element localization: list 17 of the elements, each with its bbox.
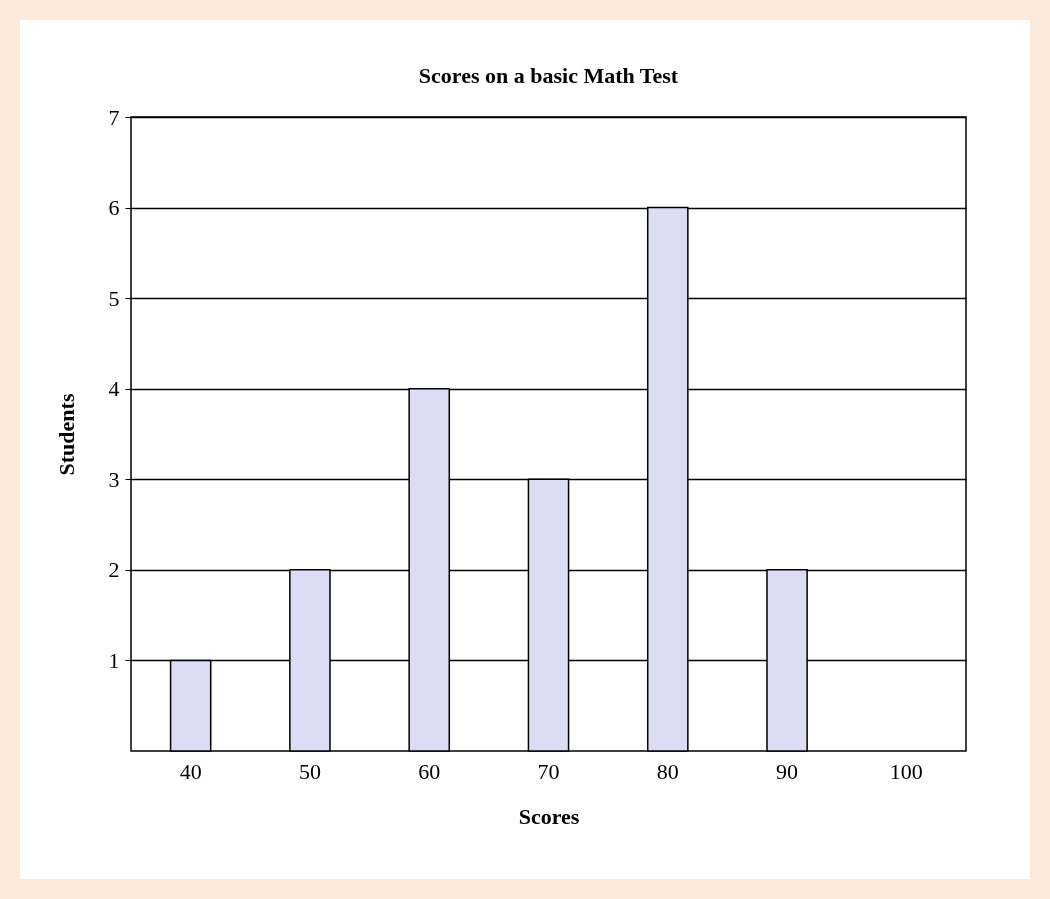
- chart-title: Scores on a basic Math Test: [418, 63, 679, 88]
- x-tick-label: 100: [889, 758, 923, 784]
- x-tick-label: 70: [537, 758, 560, 784]
- x-axis-title: Scores: [518, 803, 580, 829]
- x-tick-label: 90: [776, 758, 799, 784]
- y-tick-label: 5: [108, 285, 120, 311]
- x-tick-label: 40: [179, 758, 202, 784]
- y-tick-label: 7: [108, 104, 120, 130]
- y-tick-label: 1: [108, 647, 120, 673]
- x-tick-label: 50: [298, 758, 321, 784]
- y-tick-label: 4: [108, 376, 120, 402]
- y-tick-label: 3: [108, 466, 120, 492]
- x-tick-label: 80: [656, 758, 679, 784]
- y-tick-label: 2: [108, 557, 120, 583]
- x-tick-label: 60: [418, 758, 441, 784]
- y-axis-title: Students: [53, 393, 79, 476]
- y-tick-label: 6: [108, 195, 120, 221]
